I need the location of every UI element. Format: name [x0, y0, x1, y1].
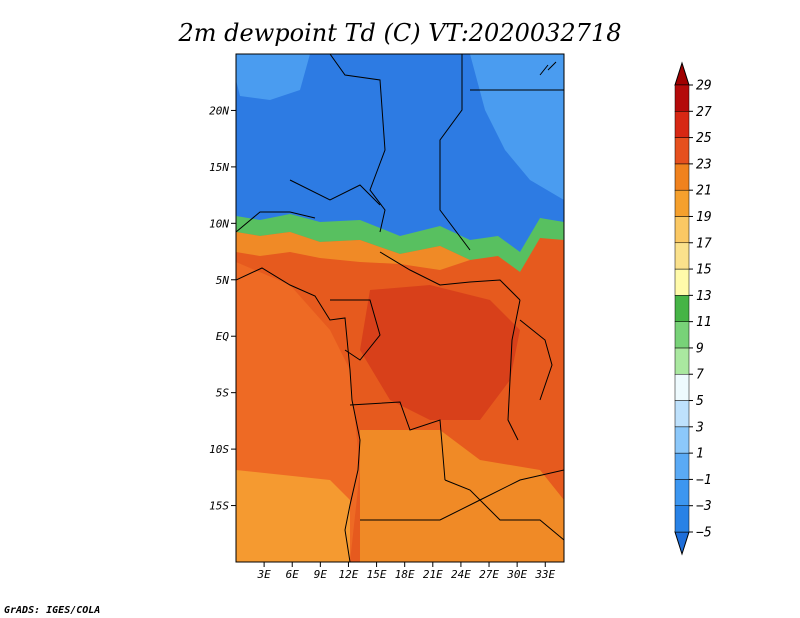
y-tick-label: 15N: [209, 161, 229, 174]
colorbar-label: 19: [696, 210, 712, 225]
colorbar-swatch: [674, 137, 690, 165]
sahara-dry-field: [236, 54, 564, 262]
colorbar-label: 5: [696, 394, 704, 409]
colorbar-label: 13: [696, 289, 712, 304]
colorbar-min-arrow: [674, 531, 690, 556]
colorbar-label: 1: [696, 447, 704, 462]
colorbar-swatch: [674, 347, 690, 375]
map-panel: [235, 53, 565, 563]
chad-sudan-border: [439, 54, 471, 251]
y-tick-label: 20N: [209, 104, 229, 117]
car-drc-border: [379, 251, 521, 301]
colorbar-label: 15: [696, 263, 712, 278]
colorbar-swatch: [674, 84, 690, 112]
niger-chad-border: [329, 54, 386, 233]
colorbar-label: −5: [696, 526, 712, 541]
colorbar-label: 11: [696, 315, 712, 330]
grads-credit: GrADS: IGES/COLA: [4, 605, 100, 616]
x-tick-label: 24E: [451, 568, 471, 581]
colorbar-swatch: [674, 189, 690, 217]
y-tick-label: 5S: [216, 387, 230, 400]
colorbar-label: −3: [696, 499, 712, 514]
map-frame: [235, 53, 565, 563]
x-tick-label: 6E: [286, 568, 300, 581]
country-boundaries: [236, 54, 564, 562]
colorbar-swatch: [674, 295, 690, 322]
sahel-warm-band: [236, 232, 470, 270]
dewpoint-field: [236, 54, 564, 562]
y-tick-label: 5N: [216, 274, 230, 287]
colorbar-swatch: [674, 111, 690, 138]
south-atlantic-field: [236, 470, 350, 562]
x-tick-label: 30E: [506, 568, 527, 581]
lake-victoria-outline: [519, 319, 553, 401]
west-coastline: [236, 267, 361, 562]
moist-transition-band: [236, 214, 564, 272]
colorbar-swatch: [674, 373, 690, 401]
x-tick-label: 12E: [339, 568, 359, 581]
colorbar-swatch: [674, 479, 690, 506]
colorbar: 29 27 25 23 21 19 17 15 13 11 9 7 5 3 1 −1 −3 −5: [674, 61, 712, 556]
x-tick-label: 3E: [256, 568, 271, 581]
colorbar-swatch: [674, 452, 690, 480]
colorbar-swatch: [674, 163, 690, 191]
sahara-light-patch: [236, 54, 310, 100]
southern-land-field: [360, 430, 564, 562]
y-tick-label: 10N: [209, 217, 229, 230]
colorbar-label: −1: [696, 473, 712, 488]
colorbar-swatch: [674, 242, 690, 270]
colorbar-max-arrow: [674, 61, 690, 86]
colorbar-label: 7: [696, 368, 704, 383]
colorbar-label: 25: [696, 131, 712, 146]
x-tick-label: 21E: [423, 568, 443, 581]
x-tick-label: 9E: [314, 568, 328, 581]
colorbar-label: 21: [696, 184, 712, 199]
red-sea-coast: [539, 61, 557, 76]
x-tick-label: 18E: [395, 568, 415, 581]
angola-drc-border: [349, 401, 446, 481]
colorbar-label: 29: [696, 79, 712, 94]
y-axis: 20N 15N 10N 5N EQ 5S 10S 15S: [209, 104, 236, 513]
colorbar-label: 17: [696, 236, 712, 251]
zambia-zimbabwe-border: [444, 479, 564, 541]
gabon-congo-border: [330, 299, 381, 361]
x-tick-label: 15E: [367, 568, 387, 581]
colorbar-swatch: [674, 400, 690, 428]
benin-nigeria-border: [236, 211, 316, 233]
colorbar-label: 27: [696, 105, 712, 120]
x-tick-label: 27E: [479, 568, 499, 581]
x-tick-label: 33E: [534, 568, 555, 581]
nigeria-niger-border: [289, 179, 381, 206]
drc-east-border: [507, 299, 521, 441]
chart-title: 2m dewpoint Td (C) VT:2020032718: [178, 19, 622, 47]
colorbar-label: 23: [696, 157, 712, 172]
colorbar-swatch: [674, 216, 690, 244]
congo-basin-field: [360, 285, 520, 420]
colorbar-label: 3: [695, 420, 704, 435]
colorbar-swatch: [674, 321, 690, 349]
colorbar-swatch: [674, 426, 690, 454]
colorbar-swatch: [674, 505, 690, 533]
y-tick-label: EQ: [216, 330, 230, 343]
y-tick-label: 10S: [209, 443, 229, 456]
y-tick-label: 15S: [209, 500, 229, 513]
colorbar-label: 9: [696, 341, 704, 356]
colorbar-swatch: [674, 268, 690, 296]
x-axis: 3E 6E 9E 12E 15E 18E 21E 24E 27E 30E 33E: [256, 562, 556, 581]
